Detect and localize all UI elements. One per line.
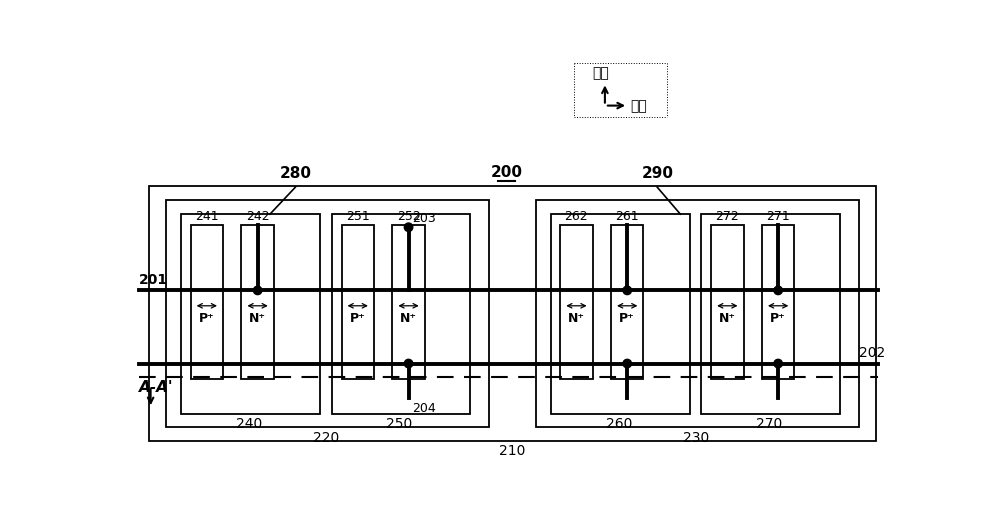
Text: 250: 250 bbox=[386, 417, 412, 432]
Text: 220: 220 bbox=[313, 431, 339, 445]
Text: 270: 270 bbox=[756, 417, 782, 432]
Text: 202: 202 bbox=[859, 346, 885, 360]
Text: 261: 261 bbox=[615, 210, 639, 222]
Text: 230: 230 bbox=[683, 431, 709, 445]
Bar bbox=[560, 225, 593, 379]
Bar bbox=[241, 225, 274, 379]
Circle shape bbox=[774, 359, 782, 368]
Bar bbox=[191, 225, 223, 379]
Bar bbox=[701, 214, 840, 414]
Bar bbox=[342, 225, 374, 379]
Circle shape bbox=[623, 359, 631, 368]
Text: 横向: 横向 bbox=[630, 100, 647, 113]
Text: 280: 280 bbox=[279, 166, 311, 181]
Text: 290: 290 bbox=[641, 166, 673, 181]
Text: N⁺: N⁺ bbox=[719, 313, 736, 325]
Text: 271: 271 bbox=[766, 210, 790, 222]
Text: 240: 240 bbox=[236, 417, 262, 432]
Text: N⁺: N⁺ bbox=[568, 313, 585, 325]
Text: 252: 252 bbox=[397, 210, 420, 222]
Bar bbox=[392, 225, 425, 379]
Bar bbox=[762, 225, 794, 379]
Circle shape bbox=[404, 223, 413, 231]
Text: 241: 241 bbox=[195, 210, 219, 222]
Text: N⁺: N⁺ bbox=[249, 313, 266, 325]
Circle shape bbox=[774, 286, 782, 295]
Bar bbox=[611, 225, 643, 379]
Circle shape bbox=[253, 286, 262, 295]
Bar bbox=[332, 214, 470, 414]
Text: P⁺: P⁺ bbox=[350, 313, 366, 325]
Bar bbox=[536, 200, 859, 427]
Bar bbox=[181, 214, 320, 414]
Text: 260: 260 bbox=[606, 417, 632, 432]
Text: 272: 272 bbox=[715, 210, 739, 222]
Text: P⁺: P⁺ bbox=[770, 313, 786, 325]
Text: 203: 203 bbox=[412, 212, 436, 225]
Circle shape bbox=[623, 286, 631, 295]
Text: 纵向: 纵向 bbox=[593, 66, 609, 80]
Bar bbox=[166, 200, 489, 427]
Circle shape bbox=[404, 359, 413, 368]
Bar bbox=[711, 225, 744, 379]
Text: A-A': A-A' bbox=[139, 380, 174, 395]
Bar bbox=[149, 187, 876, 441]
Text: P⁺: P⁺ bbox=[199, 313, 215, 325]
Text: 201: 201 bbox=[139, 272, 168, 287]
Text: 262: 262 bbox=[565, 210, 588, 222]
Text: P⁺: P⁺ bbox=[619, 313, 635, 325]
Text: N⁺: N⁺ bbox=[400, 313, 417, 325]
Text: 251: 251 bbox=[346, 210, 370, 222]
Text: 204: 204 bbox=[412, 402, 436, 415]
Text: 200: 200 bbox=[490, 165, 522, 180]
Text: 210: 210 bbox=[499, 444, 526, 458]
Bar bbox=[551, 214, 690, 414]
Text: 242: 242 bbox=[246, 210, 269, 222]
